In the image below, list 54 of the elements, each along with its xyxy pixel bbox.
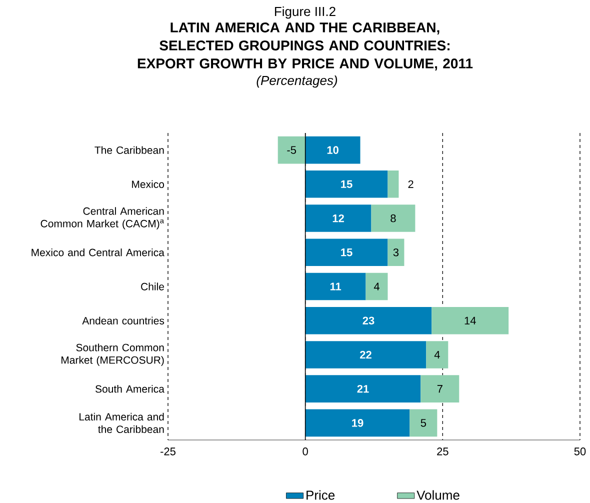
bar — [305, 204, 372, 232]
y-tick-label: Latin America and the Caribbean — [80, 412, 164, 434]
data-label: -5 — [287, 146, 296, 154]
data-label: 15 — [341, 180, 352, 188]
bar — [305, 306, 432, 334]
bar — [410, 409, 438, 437]
legend-label: Volume — [416, 490, 460, 500]
data-label: 5 — [420, 419, 426, 427]
data-label: 11 — [330, 282, 342, 290]
y-tick-label: South America — [95, 384, 164, 393]
bar — [432, 306, 509, 334]
data-label: 2 — [408, 180, 414, 188]
x-tick-label: -25 — [160, 448, 176, 456]
bar — [388, 238, 404, 266]
y-tick-label: Central American Common Market (CACM)$^{a}$ — [40, 207, 164, 230]
bar — [278, 136, 306, 164]
data-label: 19 — [352, 419, 364, 427]
bar — [305, 272, 366, 300]
data-label: 15 — [341, 248, 352, 256]
x-tick-label: 0 — [302, 448, 308, 456]
y-tick-label: Mexico — [132, 180, 164, 188]
data-label: 4 — [434, 350, 440, 358]
y-tick-label: Southern Common Market (MERCOSUR) — [62, 344, 164, 366]
bar — [388, 170, 399, 198]
data-label: 7 — [437, 385, 442, 393]
bar — [371, 204, 416, 232]
bar — [305, 409, 410, 437]
bar — [426, 341, 448, 368]
y-tick-label: Andean countries — [82, 316, 164, 324]
data-label: 12 — [332, 214, 344, 222]
bar — [305, 375, 421, 402]
data-label: 14 — [464, 316, 476, 324]
y-tick-label: The Caribbean — [94, 146, 164, 154]
chart-title: LATIN AMERICA AND THE CARIBBEAN, SELECTED GROUPINGS AND COUNTRIES: EXPORT GROWTH BY PRICE AND VOLUME, 2011 — [138, 22, 473, 70]
data-label: 4 — [374, 282, 380, 290]
data-label: 22 — [360, 350, 372, 359]
chart-subtitle: (Percentages) — [256, 76, 338, 88]
bar — [305, 170, 388, 198]
legend-label: Price — [306, 490, 335, 500]
data-label: 8 — [390, 214, 396, 222]
y-tick-label: Chile — [141, 282, 164, 290]
bar — [420, 375, 460, 402]
bar — [305, 238, 388, 266]
data-label: 3 — [393, 248, 399, 256]
data-label: 21 — [357, 384, 369, 393]
data-label: 23 — [362, 316, 374, 325]
bar — [305, 341, 426, 368]
bar — [305, 136, 360, 164]
bar — [366, 272, 388, 300]
text: Figure III.2 — [275, 6, 336, 19]
x-tick-label: 50 — [574, 448, 586, 456]
y-tick-label: Mexico and Central America — [32, 248, 164, 256]
x-tick-label: 25 — [437, 448, 448, 456]
data-label: 10 — [327, 146, 338, 154]
